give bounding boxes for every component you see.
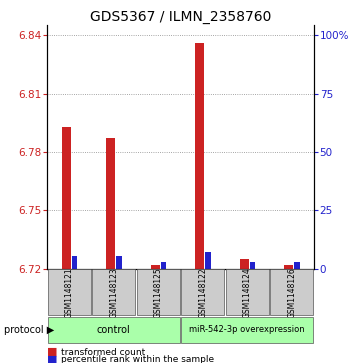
Text: miR-542-3p overexpression: miR-542-3p overexpression	[190, 325, 305, 334]
Bar	[181, 317, 313, 343]
Bar	[295, 262, 300, 269]
Bar	[92, 269, 135, 315]
Text: GSM1148122: GSM1148122	[198, 267, 207, 318]
Bar	[205, 252, 211, 269]
Bar	[62, 127, 70, 269]
Text: transformed count: transformed count	[61, 348, 145, 356]
Bar	[240, 259, 249, 269]
Bar	[137, 269, 180, 315]
Bar	[48, 317, 180, 343]
Text: GSM1148123: GSM1148123	[109, 267, 118, 318]
Bar	[151, 265, 160, 269]
Bar	[284, 265, 293, 269]
Bar	[195, 43, 204, 269]
Text: percentile rank within the sample: percentile rank within the sample	[61, 355, 214, 363]
Bar	[226, 269, 269, 315]
Bar	[106, 138, 115, 269]
Bar	[250, 262, 255, 269]
Bar	[72, 256, 77, 269]
Text: GSM1148125: GSM1148125	[154, 267, 163, 318]
Text: protocol ▶: protocol ▶	[4, 325, 54, 335]
Bar	[161, 262, 166, 269]
Title: GDS5367 / ILMN_2358760: GDS5367 / ILMN_2358760	[90, 11, 271, 24]
Text: ■: ■	[47, 347, 57, 357]
Text: GSM1148121: GSM1148121	[65, 267, 74, 318]
Bar	[116, 256, 122, 269]
Text: ■: ■	[47, 354, 57, 363]
Text: control: control	[97, 325, 131, 335]
Bar	[270, 269, 313, 315]
Bar	[48, 269, 91, 315]
Text: GSM1148124: GSM1148124	[243, 267, 252, 318]
Text: GSM1148126: GSM1148126	[287, 267, 296, 318]
Bar	[181, 269, 224, 315]
